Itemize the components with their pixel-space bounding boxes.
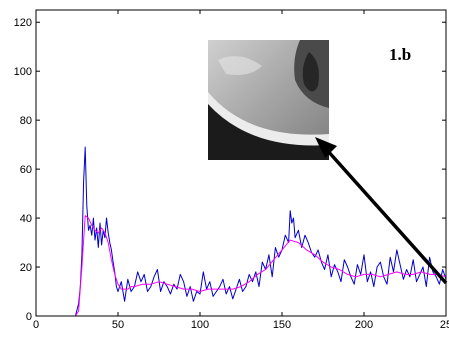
panel-label: 1.b [389,45,411,64]
annotation-arrow-head [315,137,337,158]
series-line-smoothed [36,215,447,317]
y-tick-label: 20 [20,262,32,274]
x-tick-label: 100 [191,319,209,331]
ticks-layer: 05010015020025020406080100120 [14,10,449,331]
x-tick-label: 150 [273,319,291,331]
series-line-raw-intensity [36,146,447,317]
series-layer [36,146,447,317]
x-tick-label: 25 [440,319,449,331]
x-tick-label: 200 [355,319,373,331]
inset-image [208,40,329,160]
y-tick-label: 0 [26,311,32,323]
y-tick-label: 60 [20,164,32,176]
y-tick-label: 40 [20,213,32,225]
y-tick-label: 100 [14,66,32,78]
annotation-arrow-shaft [325,148,448,285]
y-tick-label: 120 [14,17,32,29]
y-tick-label: 80 [20,115,32,127]
axes-frame [35,9,447,317]
x-tick-label: 50 [112,319,124,331]
x-tick-label: 0 [33,319,39,331]
